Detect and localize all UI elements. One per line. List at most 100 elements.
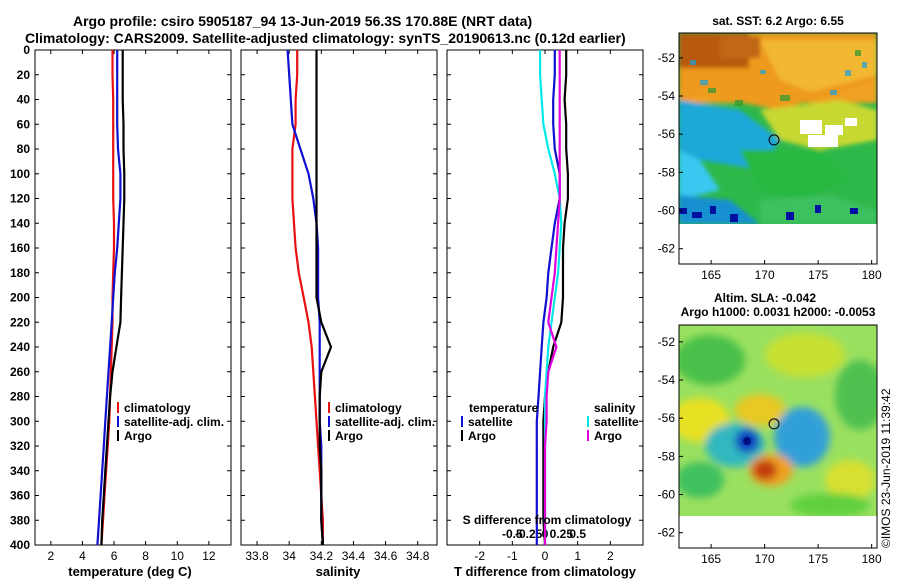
depth-tick-label: 320 — [10, 439, 30, 453]
depth-tick-label: 140 — [10, 216, 30, 230]
map-y-tick-label: -56 — [658, 411, 676, 425]
sla-map-title: Altim. SLA: -0.042 — [714, 291, 816, 305]
sst-map-land-gap — [679, 224, 877, 264]
legend-s-argo: Argo — [594, 429, 622, 443]
header-line2: Climatology: CARS2009. Satellite-adjuste… — [25, 30, 626, 46]
sla-map-land-gap — [679, 516, 877, 548]
series-t-satellite — [535, 50, 561, 545]
series-argo — [100, 50, 126, 546]
series-satellite-adj-clim- — [96, 50, 122, 546]
map-y-tick-label: -60 — [658, 204, 676, 218]
temperature-chart: 2 4 6 8 10 12 — [47, 50, 216, 563]
depth-tick-label: 40 — [17, 93, 31, 107]
x-tick-label: 4 — [79, 549, 86, 563]
x2-tick-label: -0.5 — [502, 527, 523, 541]
depth-tick-label: 20 — [17, 68, 31, 82]
x2-tick-label: 0.5 — [569, 527, 586, 541]
difference-xlabel: T difference from climatology — [454, 564, 637, 579]
x-tick-label: 2 — [47, 549, 54, 563]
depth-tick-label: 300 — [10, 414, 30, 428]
depth-tick-label: 200 — [10, 291, 30, 305]
depth-tick-label: 260 — [10, 365, 30, 379]
sla-map-frame — [678, 324, 878, 549]
sst-map-title: sat. SST: 6.2 Argo: 6.55 — [712, 14, 844, 28]
salinity-chart: 33.8 34 34.2 34.4 34.6 34.8 — [245, 49, 430, 563]
salinity-panel — [240, 49, 438, 546]
legend-t-satellite: satellite — [468, 415, 513, 429]
x-tick-label: 34.4 — [342, 549, 366, 563]
sst-map-frame — [678, 32, 878, 265]
map-y-tick-label: -54 — [658, 89, 676, 103]
difference-chart: -2 -1 0 1 2-0.5-0.25 0 0.250.5 — [474, 50, 614, 563]
header-line1: Argo profile: csiro 5905187_94 13-Jun-20… — [73, 13, 532, 29]
depth-tick-label: 0 — [23, 43, 30, 57]
sst-map-image — [679, 33, 877, 224]
depth-tick-label: 100 — [10, 167, 30, 181]
map-x-tick-label: 165 — [701, 552, 721, 566]
map-y-tick-label: -54 — [658, 373, 676, 387]
map-y-tick-label: -58 — [658, 449, 676, 463]
x-tick-label: 8 — [142, 549, 149, 563]
legend-s-satellite: satellite — [594, 415, 639, 429]
x-tick-label: 2 — [607, 549, 614, 563]
map-y-tick-label: -52 — [658, 51, 676, 65]
depth-tick-label: 80 — [17, 142, 31, 156]
series-s-argo — [543, 50, 561, 545]
map-x-tick-label: 175 — [808, 552, 828, 566]
x-tick-label: 34.2 — [310, 549, 334, 563]
x2-tick-label: 0.25 — [550, 527, 574, 541]
x-tick-label: 34.6 — [374, 549, 398, 563]
legend-climatology: climatology — [335, 401, 402, 415]
depth-tick-label: 400 — [10, 538, 30, 552]
depth-tick-label: 160 — [10, 241, 30, 255]
difference-xlabel2: S difference from climatology — [463, 513, 632, 527]
legend-argo: Argo — [335, 429, 363, 443]
series-t-argo — [542, 50, 570, 546]
map-x-tick-label: 180 — [862, 552, 882, 566]
x-tick-label: 0 — [542, 549, 549, 563]
map-x-tick-label: 165 — [701, 268, 721, 282]
temperature-legend: climatology satellite-adj. clim. Argo — [117, 401, 224, 443]
map-x-tick-label: 175 — [808, 268, 828, 282]
x-tick-label: 1 — [574, 549, 581, 563]
salinity-legend: climatology satellite-adj. clim. Argo — [328, 401, 435, 443]
x-tick-label: 12 — [202, 549, 216, 563]
temperature-xlabel: temperature (deg C) — [68, 564, 192, 579]
map-x-tick-label: 170 — [755, 268, 775, 282]
map-x-tick-label: 170 — [755, 552, 775, 566]
x-tick-label: 6 — [111, 549, 118, 563]
difference-legend: temperature salinity satellite Argo sate… — [461, 401, 639, 443]
sst-map-axes: 165 170 175 180 -52 -54 -56 -58 -60 -62 — [658, 51, 882, 282]
depth-tick-label: 280 — [10, 390, 30, 404]
map-y-tick-label: -60 — [658, 488, 676, 502]
legend-title-salinity: salinity — [594, 401, 636, 415]
depth-tick-label: 120 — [10, 192, 30, 206]
depth-tick-label: 60 — [17, 117, 31, 131]
sla-map-subtitle: Argo h1000: 0.0031 h2000: -0.0053 — [681, 305, 876, 319]
x-tick-label: 10 — [171, 549, 185, 563]
map-x-tick-label: 180 — [862, 268, 882, 282]
map-y-tick-label: -52 — [658, 335, 676, 349]
series-argo — [315, 50, 333, 546]
legend-climatology: climatology — [124, 401, 191, 415]
legend-argo: Argo — [124, 429, 152, 443]
x-tick-label: -1 — [507, 549, 518, 563]
x-tick-label: 34 — [283, 549, 297, 563]
x-tick-label: 33.8 — [245, 549, 269, 563]
x-tick-label: 34.8 — [406, 549, 430, 563]
sla-argo-marker — [768, 418, 780, 430]
depth-tick-label: 220 — [10, 315, 30, 329]
map-y-tick-label: -62 — [658, 242, 676, 256]
legend-t-argo: Argo — [468, 429, 496, 443]
map-y-tick-label: -62 — [658, 526, 676, 540]
depth-tick-label: 360 — [10, 489, 30, 503]
watermark: ©IMOS 23-Jun-2019 11:39:42 — [879, 388, 893, 548]
legend-title-temperature: temperature — [469, 401, 539, 415]
x-tick-label: -2 — [474, 549, 485, 563]
sst-argo-marker — [768, 134, 780, 146]
depth-axis: 0 20 40 60 80 100 120 140 160 180 200 220 240 260 280 3… — [10, 43, 643, 552]
temperature-panel — [34, 49, 232, 546]
depth-tick-label: 180 — [10, 266, 30, 280]
depth-tick-label: 240 — [10, 340, 30, 354]
